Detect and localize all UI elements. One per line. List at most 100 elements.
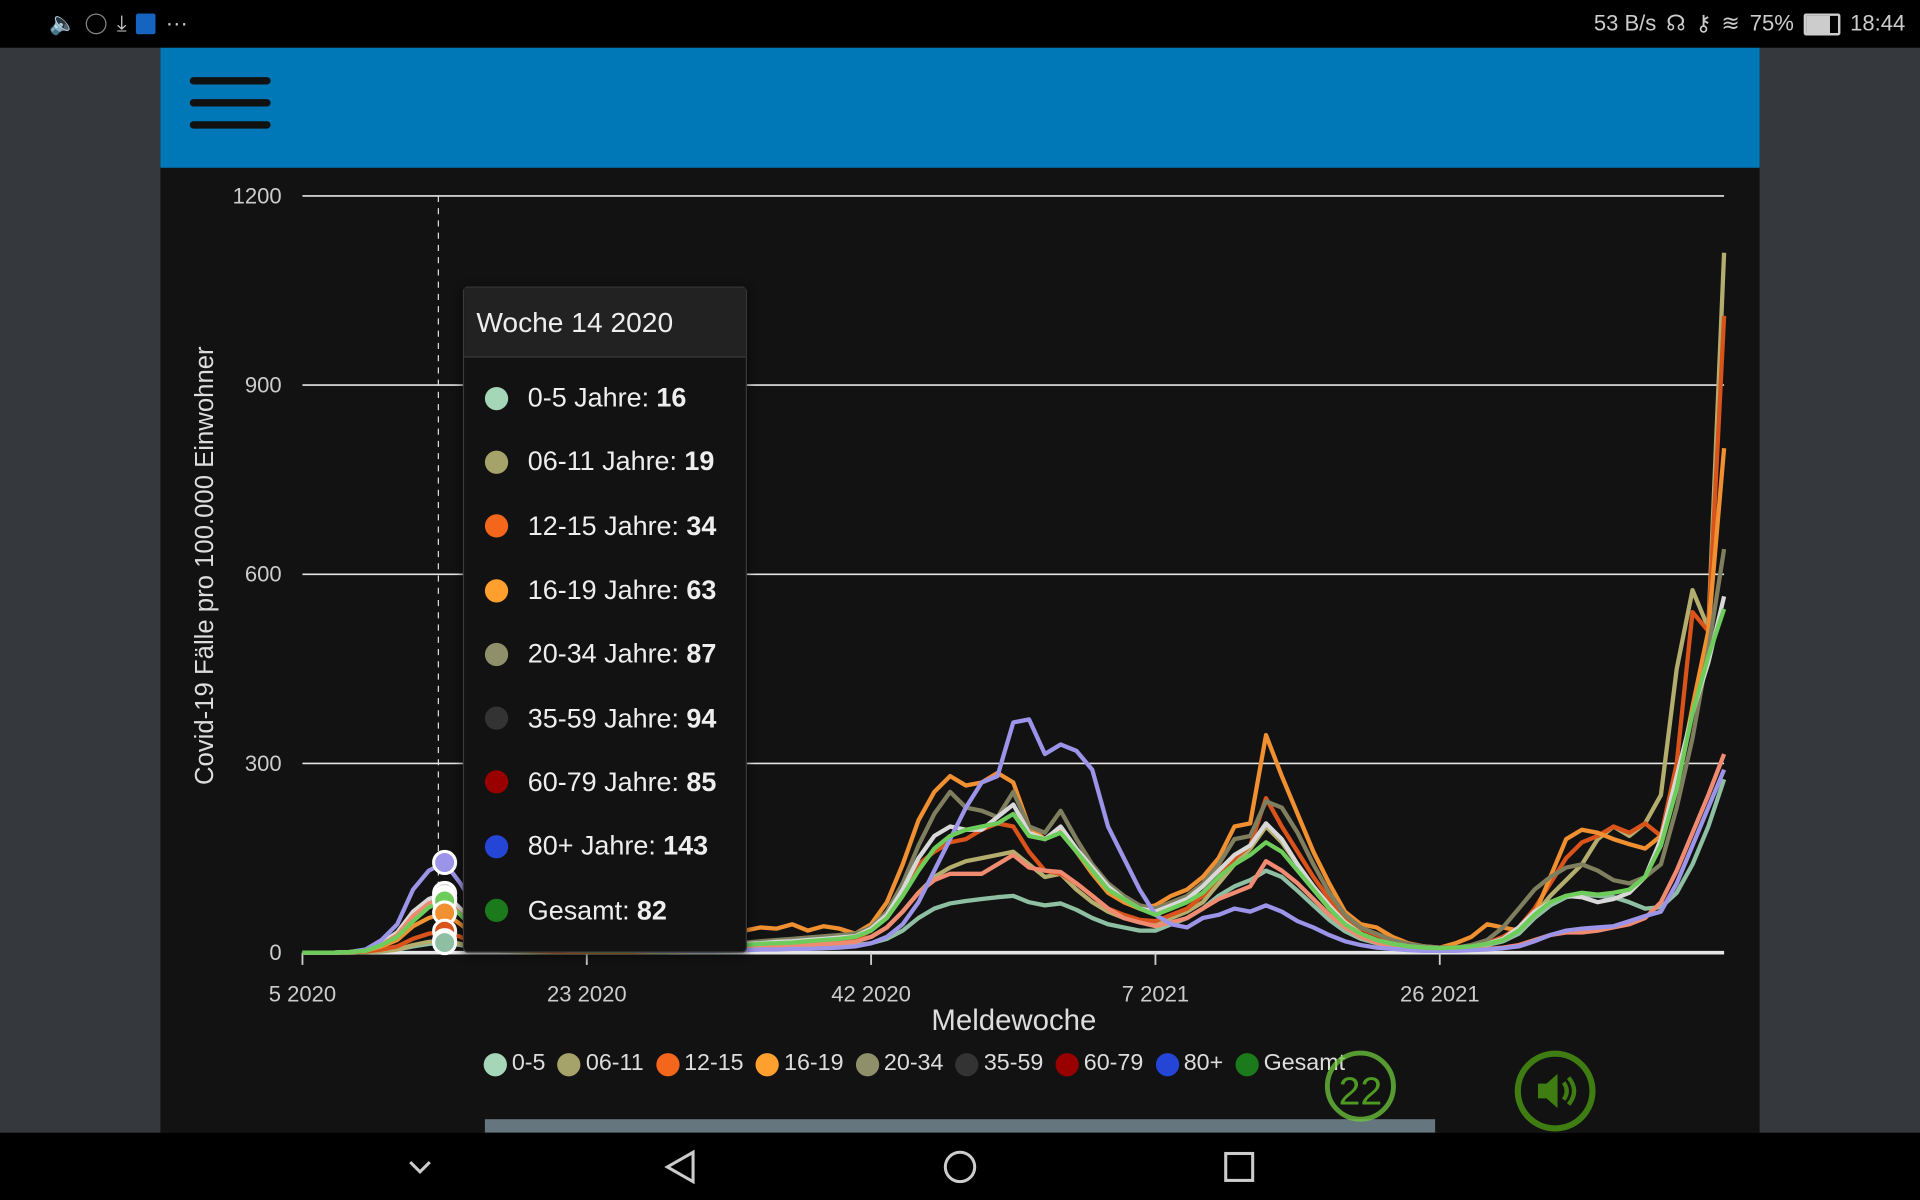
series-dot-icon [484,898,509,923]
tooltip-row: 06-11 Jahre: 19 [464,430,746,494]
tooltip-row: 16-19 Jahre: 63 [464,558,746,622]
tooltip-row: 12-15 Jahre: 34 [464,494,746,558]
y-tick-label: 0 [269,940,281,965]
x-axis-label: Meldewoche [931,1004,1096,1037]
tooltip-title: Woche 14 2020 [464,287,746,358]
clock: 18:44 [1850,11,1906,36]
legend-item-60-79[interactable]: 60-79 [1055,1050,1144,1078]
legend-item-12-15[interactable]: 12-15 [655,1050,744,1078]
series-dot-icon [484,706,509,730]
y-tick-label: 900 [245,372,282,397]
info-icon [86,13,108,35]
x-tick-label: 26 2021 [1400,982,1480,1007]
tooltip-label: 60-79 Jahre: [527,766,680,798]
tooltip-label: 20-34 Jahre: [527,638,680,669]
y-axis-label: Covid-19 Fälle pro 100.000 Einwohner [191,346,219,785]
series-dot-icon [484,386,509,410]
tooltip: Woche 14 2020 0-5 Jahre: 16 06-11 Jahre: 19… [462,286,747,953]
x-tick-label: 42 2020 [831,982,911,1007]
count-badge[interactable]: 22 [1324,1050,1396,1122]
tooltip-value: 94 [686,702,717,734]
legend-item-20-34[interactable]: 20-34 [855,1050,944,1078]
horizontal-scrollbar[interactable] [484,1119,1436,1133]
speaker-icon [1537,1073,1577,1109]
tooltip-label: 0-5 Jahre: [527,382,650,413]
legend-dot-icon [557,1052,581,1076]
y-tick-label: 600 [245,562,282,587]
legend-label: 16-19 [784,1050,844,1077]
series-dot-icon [484,450,509,474]
y-tick-label: 1200 [233,183,282,208]
network-speed: 53 B/s [1593,11,1657,36]
headset-icon: ☊ [1666,11,1686,36]
battery-icon [1803,12,1841,35]
tooltip-value: 63 [686,574,717,605]
tooltip-row: 80+ Jahre: 143 [464,814,746,878]
tooltip-row: Gesamt: 82 [464,878,746,942]
y-tick-label: 300 [245,751,282,776]
tooltip-value: 143 [663,830,709,862]
legend-item-06-11[interactable]: 06-11 [557,1051,644,1078]
legend-label: 35-59 [983,1050,1044,1077]
tooltip-value: 87 [686,638,717,669]
series-dot-icon [484,834,509,859]
x-tick-label: 23 2020 [547,982,627,1007]
hamburger-icon[interactable] [189,77,271,129]
tooltip-row: 60-79 Jahre: 85 [464,750,746,814]
tooltip-label: 12-15 Jahre: [527,510,680,541]
navigation-bar [0,1132,1920,1200]
legend-label: 60-79 [1083,1050,1144,1077]
legend-dot-icon [855,1052,880,1076]
tooltip-row: 35-59 Jahre: 94 [464,686,746,750]
series-dot-icon [484,642,509,666]
tooltip-label: 06-11 Jahre: [527,446,678,477]
status-bar: 🔈 ⤓ ··· 53 B/s ☊ ⚷ ≋ 75% 18:44 [0,0,1920,48]
legend-dot-icon [955,1052,979,1076]
legend-label: 12-15 [684,1050,744,1077]
legend-dot-icon [1055,1052,1079,1076]
legend-dot-icon [755,1052,780,1076]
tooltip-value: 85 [686,766,717,798]
recents-icon[interactable] [1215,1145,1264,1189]
tooltip-value: 19 [684,446,715,477]
tooltip-value: 34 [686,510,717,541]
legend-item-35-59[interactable]: 35-59 [955,1050,1044,1078]
legend-item-16-19[interactable]: 16-19 [755,1050,844,1078]
series-dot-icon [484,578,509,602]
legend-label: 0-5 [511,1050,546,1077]
wifi-icon: ≋ [1721,11,1740,36]
tooltip-label: 16-19 Jahre: [527,574,680,605]
sound-button[interactable] [1514,1050,1596,1132]
legend-dot-icon [1235,1052,1259,1076]
legend-label: 20-34 [883,1050,944,1077]
app-header [160,47,1760,168]
tooltip-value: 82 [636,894,667,926]
tooltip-label: 80+ Jahre: [527,830,656,862]
legend-dot-icon [483,1052,507,1076]
tooltip-label: 35-59 Jahre: [527,702,680,734]
legend-item-80+[interactable]: 80+ [1155,1050,1224,1078]
chevron-down-icon[interactable] [396,1145,445,1189]
x-tick-label: 7 2021 [1122,982,1189,1007]
legend-item-0-5[interactable]: 0-5 [483,1050,546,1078]
point-marker-80+[interactable] [432,849,458,876]
home-icon[interactable] [936,1145,985,1189]
legend-dot-icon [655,1052,680,1076]
tooltip-label: Gesamt: [527,894,630,926]
back-icon[interactable] [656,1145,705,1189]
tooltip-value: 16 [656,382,687,413]
series-dot-icon [484,770,509,794]
legend-dot-icon [1155,1052,1179,1076]
series-dot-icon [484,514,509,538]
tooltip-row: 20-34 Jahre: 87 [464,622,746,686]
legend-label: 80+ [1183,1050,1224,1077]
tooltip-row: 0-5 Jahre: 16 [464,366,746,430]
volume-icon: 🔈 [48,11,77,36]
download-icon: ⤓ [116,11,127,36]
key-icon: ⚷ [1695,11,1712,36]
legend: 0-5 06-11 12-15 16-19 20-34 35-59 60-79 80+ Gesa… [483,1050,1358,1078]
point-marker-0-5[interactable] [432,930,458,956]
more-icon: ··· [165,11,188,36]
